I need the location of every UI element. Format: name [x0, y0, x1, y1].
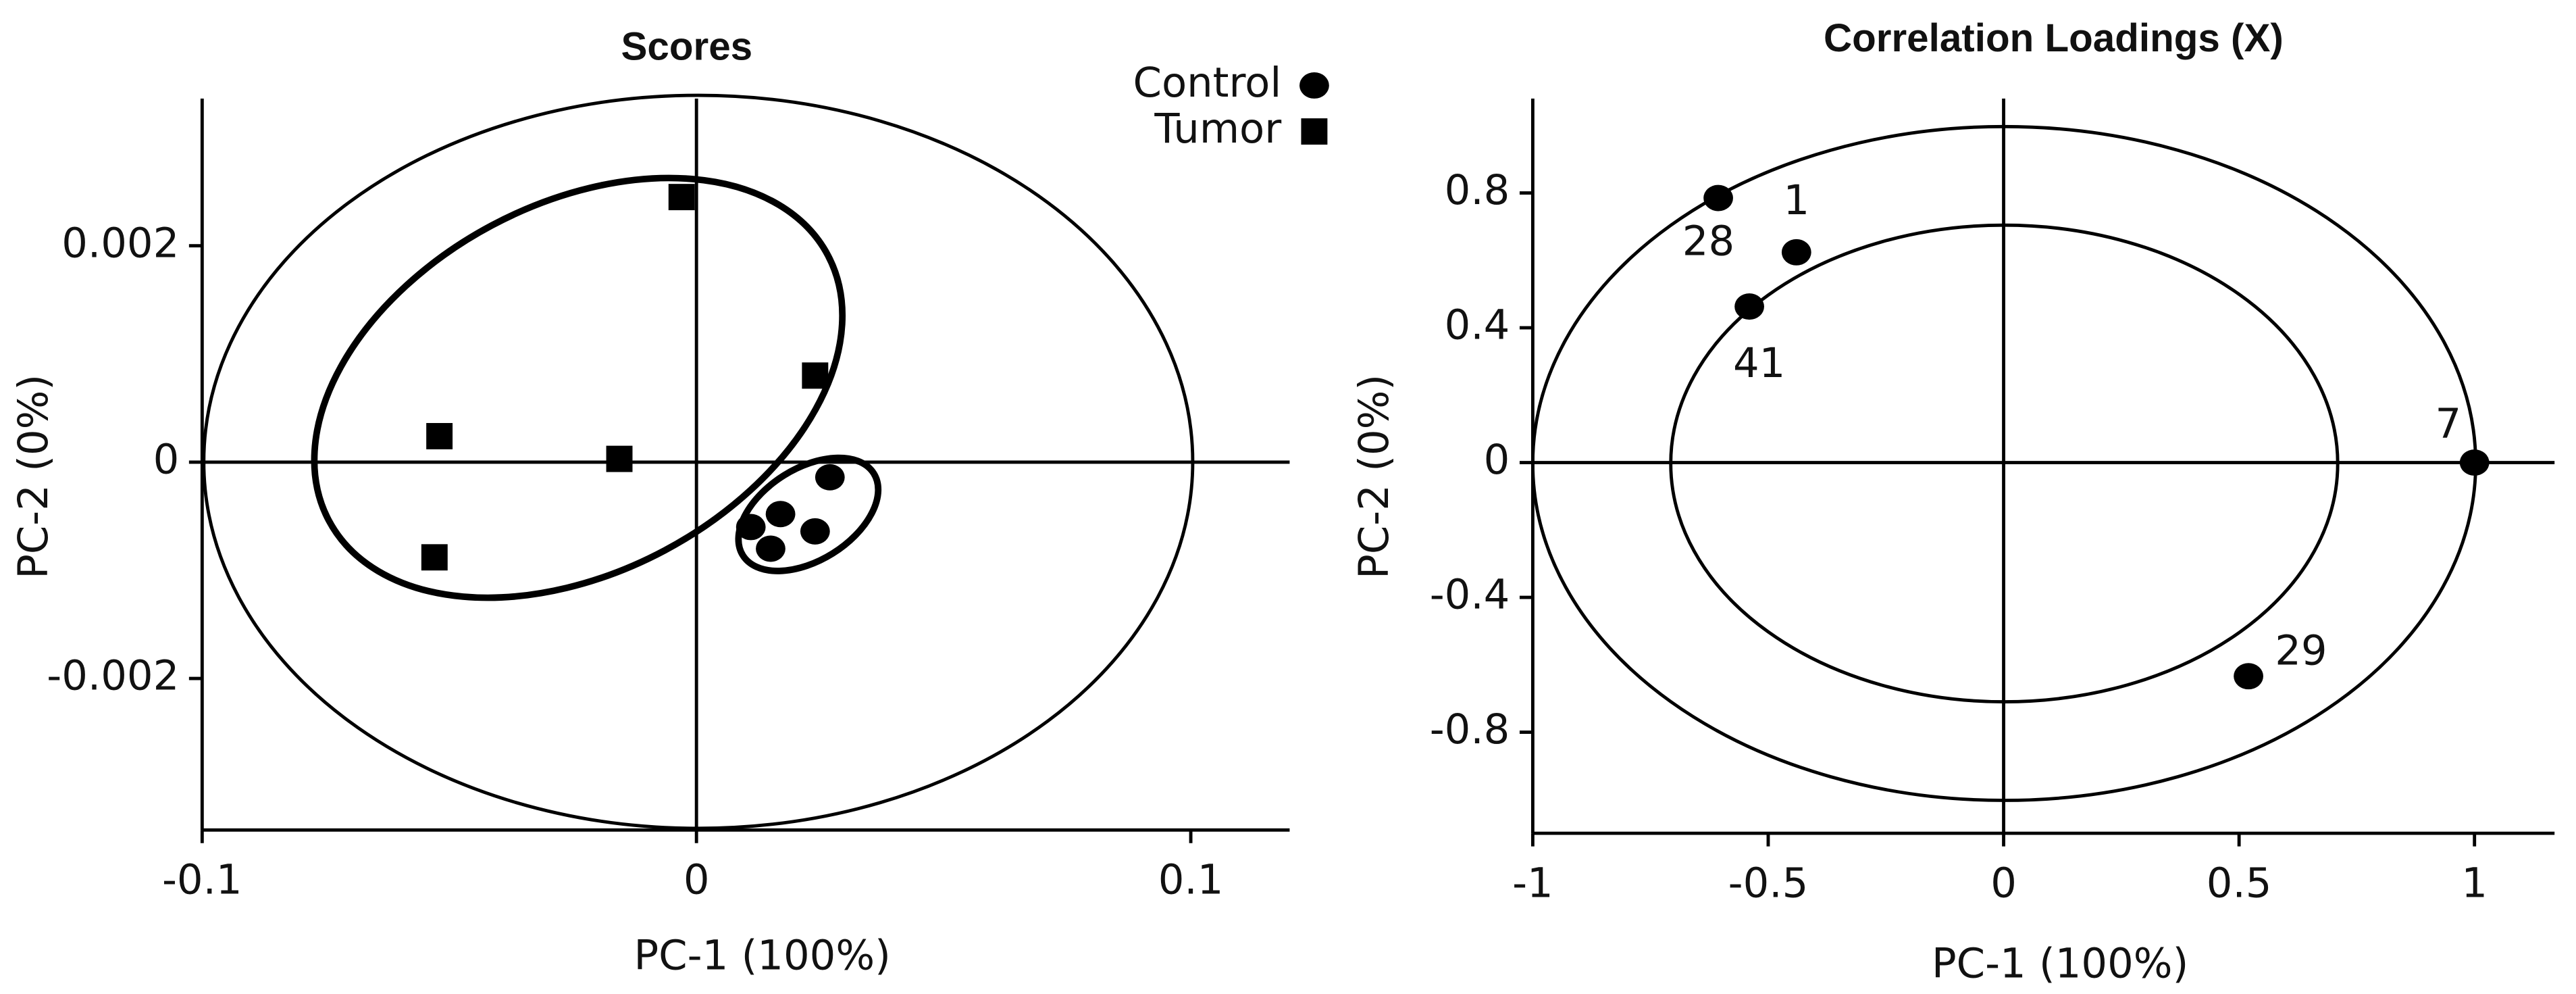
- point: [1734, 293, 1764, 320]
- point: [2234, 663, 2263, 690]
- point: [1703, 184, 1733, 212]
- point: [765, 501, 796, 528]
- control-group-ellipse: [735, 454, 882, 574]
- x-tick-label: 1: [2461, 860, 2488, 908]
- point-label: 29: [2275, 627, 2327, 674]
- point-label: 7: [2435, 401, 2461, 448]
- chart-title: Scores: [621, 24, 752, 68]
- point-label: 1: [1783, 177, 1809, 224]
- x-tick-label: -0.5: [1728, 860, 1809, 908]
- legend-label: Tumor: [1154, 105, 1281, 153]
- x-tick-label: 0.5: [2207, 860, 2272, 908]
- legend-marker: [1299, 72, 1329, 99]
- chart-title: Correlation Loadings (X): [1824, 16, 2284, 60]
- point: [736, 514, 766, 541]
- point: [668, 184, 695, 211]
- point-label: 41: [1733, 340, 1785, 387]
- point: [1781, 239, 1811, 266]
- x-tick-label: 0.1: [1158, 857, 1224, 904]
- y-tick-label: 0: [1484, 437, 1510, 484]
- x-tick-label: -0.1: [162, 857, 242, 904]
- point: [815, 464, 845, 491]
- x-axis-label: PC-1 (100%): [1932, 941, 2188, 988]
- legend-marker: [1301, 118, 1328, 145]
- y-axis-label: PC-2 (0%): [1351, 374, 1398, 579]
- y-tick-label: 0.002: [61, 220, 179, 267]
- point-label: 28: [1682, 218, 1734, 266]
- point: [756, 535, 785, 562]
- point: [426, 423, 453, 449]
- point: [2459, 449, 2490, 476]
- y-tick-label: -0.4: [1430, 572, 1510, 619]
- y-tick-label: -0.8: [1430, 706, 1510, 753]
- y-axis-label: PC-2 (0%): [10, 374, 57, 579]
- y-tick-label: 0: [153, 436, 180, 483]
- y-tick-label: 0.8: [1445, 167, 1510, 214]
- point: [421, 544, 448, 571]
- tumor-group-ellipse: [311, 174, 846, 601]
- y-tick-label: 0.4: [1445, 302, 1510, 349]
- point: [800, 518, 830, 545]
- x-tick-label: 0: [684, 857, 710, 904]
- point: [802, 362, 829, 389]
- x-axis-label: PC-1 (100%): [634, 933, 891, 980]
- x-tick-label: -1: [1512, 860, 1553, 908]
- x-tick-label: 0: [1990, 860, 2017, 908]
- point: [606, 445, 633, 472]
- legend-label: Control: [1133, 59, 1282, 107]
- y-tick-label: -0.002: [47, 653, 179, 700]
